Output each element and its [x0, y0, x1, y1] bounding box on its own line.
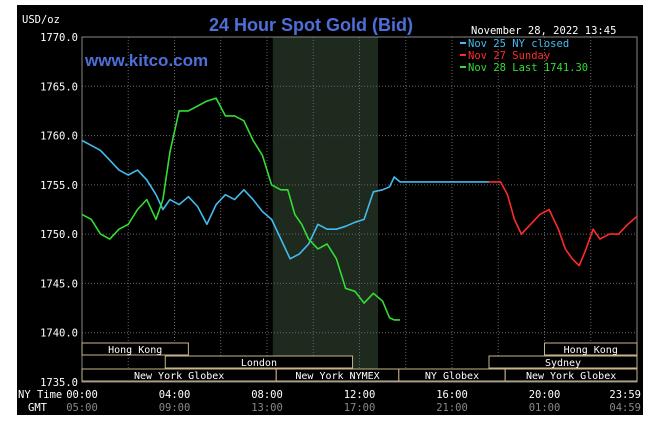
- x-tick-label-ny: 23:59: [609, 389, 641, 401]
- legend-label: Nov 28 Last 1741.30: [468, 62, 588, 74]
- nymex-highlight-band: [272, 37, 378, 382]
- session-box: [544, 342, 638, 356]
- legend-label: Nov 27 Sunday: [468, 50, 550, 62]
- series-layer: [81, 97, 638, 321]
- y-tick-label: 1755.0: [40, 180, 78, 192]
- y-tick-label: 1765.0: [40, 81, 78, 93]
- x-tick-label-ny: 08:00: [251, 389, 283, 401]
- kitco-watermark: www.kitco.com: [84, 51, 208, 70]
- x-tick-label-gmt: 13:00: [251, 402, 283, 414]
- session-box: [81, 342, 189, 356]
- session-label: Hong Kong: [564, 345, 618, 356]
- x-tick-label-gmt: 09:00: [159, 402, 191, 414]
- plot-border: [81, 36, 638, 383]
- ny-time-label: NY Time: [18, 389, 62, 401]
- x-tick-label-ny: 16:00: [436, 389, 468, 401]
- grid-layer: [81, 36, 638, 383]
- highlight-band-layer: [272, 37, 378, 382]
- x-tick-label-gmt: 21:00: [436, 402, 468, 414]
- x-tick-label-ny: 12:00: [344, 389, 376, 401]
- session-label: Sydney: [545, 358, 581, 369]
- series-line-3: [81, 97, 400, 321]
- gmt-label: GMT: [28, 402, 48, 414]
- x-tick-label-gmt: 05:00: [66, 402, 98, 414]
- x-tick-label-gmt: 01:00: [529, 402, 561, 414]
- chart-title: 24 Hour Spot Gold (Bid): [209, 15, 413, 35]
- session-label: Hong Kong: [108, 345, 162, 356]
- session-box: [488, 355, 638, 369]
- series-line-2: [489, 181, 638, 267]
- y-axis-unit-label: USD/oz: [22, 14, 60, 26]
- y-tick-label: 1750.0: [40, 229, 78, 241]
- x-tick-label-ny: 00:00: [66, 389, 98, 401]
- y-tick-label: 1745.0: [40, 278, 78, 290]
- series-line-1: [81, 139, 489, 260]
- timestamp: November 28, 2022 13:45: [471, 25, 616, 37]
- session-label: London: [241, 358, 277, 369]
- session-label: New York NYMEX: [295, 371, 379, 382]
- session-label: NY Globex: [425, 371, 479, 382]
- x-tick-label-ny: 20:00: [529, 389, 561, 401]
- session-box: [164, 355, 354, 369]
- legend-label: Nov 25 NY closed: [468, 38, 569, 50]
- y-tick-label: 1760.0: [40, 131, 78, 143]
- session-box: [504, 368, 638, 382]
- x-tick-label-gmt: 04:59: [609, 402, 641, 414]
- x-tick-label-ny: 04:00: [159, 389, 191, 401]
- session-label: New York Globex: [134, 371, 224, 382]
- y-tick-label: 1770.0: [40, 32, 78, 44]
- axis-labels-layer: 1770.0 1765.0 1760.0 1755.0 1750.0 1745.0 1740…: [40, 32, 641, 414]
- trading-sessions-layer: Hong Kong Hong Kong London Sydney New York G…: [81, 342, 638, 382]
- x-tick-label-gmt: 17:00: [344, 402, 376, 414]
- y-tick-label: 1740.0: [40, 328, 78, 340]
- session-label: New York Globex: [526, 371, 616, 382]
- y-tick-label: 1735.0: [40, 377, 78, 389]
